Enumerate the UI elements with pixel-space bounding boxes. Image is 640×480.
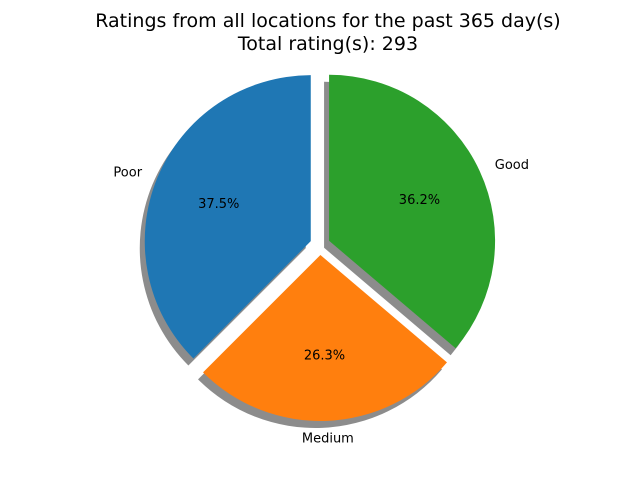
slice-label-good: Good [495, 158, 529, 173]
slice-good [329, 74, 496, 349]
slice-labels: Poor 37.5% Medium 26.3% Good 36.2% [113, 158, 529, 446]
slice-percent-good: 36.2% [399, 193, 440, 208]
slice-label-medium: Medium [302, 431, 354, 446]
slice-percent-poor: 37.5% [198, 197, 239, 212]
chart-title-line-2: Total rating(s): 293 [237, 33, 418, 55]
chart-title-line-1: Ratings from all locations for the past … [95, 10, 560, 32]
slice-medium [203, 254, 447, 421]
slice-poor [144, 75, 311, 359]
slice-label-poor: Poor [113, 165, 142, 180]
slices [144, 74, 496, 421]
slice-percent-medium: 26.3% [304, 349, 345, 364]
